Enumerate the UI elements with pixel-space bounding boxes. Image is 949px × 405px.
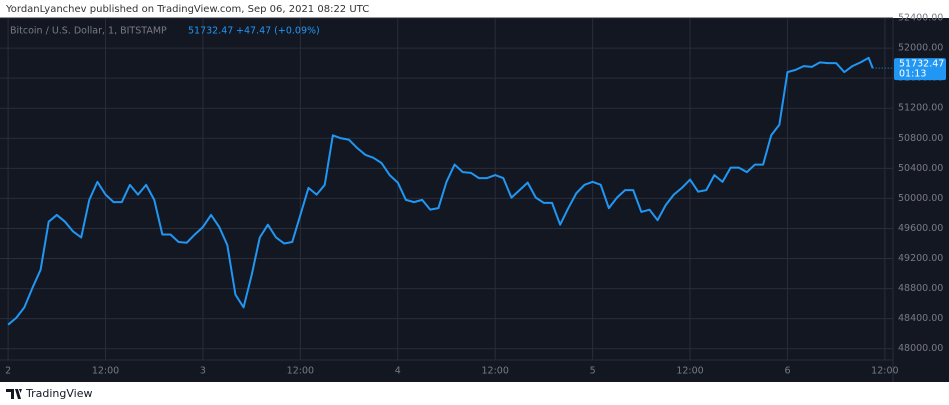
tradingview-logo xyxy=(6,389,22,399)
y-tick-label: 52000.00 xyxy=(898,43,943,54)
symbol-label: Bitcoin / U.S. Dollar, 1, BITSTAMP xyxy=(10,26,167,37)
x-tick-label: 12:00 xyxy=(482,366,509,377)
plot xyxy=(7,56,893,326)
y-tick-label: 49200.00 xyxy=(898,253,943,264)
y-tick-label: 52400.00 xyxy=(898,13,943,24)
price-tag-text: 51732.47 xyxy=(899,59,944,70)
y-tick-label: 50800.00 xyxy=(898,133,943,144)
y-tick-label: 48400.00 xyxy=(898,313,943,324)
x-tick-label: 2 xyxy=(5,366,11,377)
y-tick-label: 51200.00 xyxy=(898,103,943,114)
header-text: YordanLyanchev published on TradingView.… xyxy=(5,4,369,15)
x-tick-label: 6 xyxy=(784,366,790,377)
grid xyxy=(0,17,893,360)
y-tick-label: 48000.00 xyxy=(898,343,943,354)
chart-background xyxy=(0,18,949,382)
x-tick-label: 12:00 xyxy=(676,366,703,377)
y-tick-label: 49600.00 xyxy=(898,223,943,234)
countdown-text: 01:13 xyxy=(899,69,926,80)
x-tick-label: 12:00 xyxy=(92,366,119,377)
y-tick-label: 50400.00 xyxy=(898,163,943,174)
y-tick-label: 50000.00 xyxy=(898,193,943,204)
legend-price: 51732.47 xyxy=(188,26,233,37)
footer-bar xyxy=(0,382,949,405)
header-bar xyxy=(0,0,949,18)
x-tick-label: 12:00 xyxy=(871,366,898,377)
legend-change: +47.47 (+0.09%) xyxy=(236,26,320,37)
x-tick-label: 3 xyxy=(200,366,206,377)
x-tick-label: 4 xyxy=(395,366,401,377)
x-tick-label: 5 xyxy=(590,366,596,377)
y-tick-label: 48800.00 xyxy=(898,283,943,294)
footer-text: TradingView xyxy=(25,387,92,400)
price-line xyxy=(7,56,874,326)
price-tag xyxy=(894,58,946,81)
x-tick-label: 12:00 xyxy=(287,366,314,377)
